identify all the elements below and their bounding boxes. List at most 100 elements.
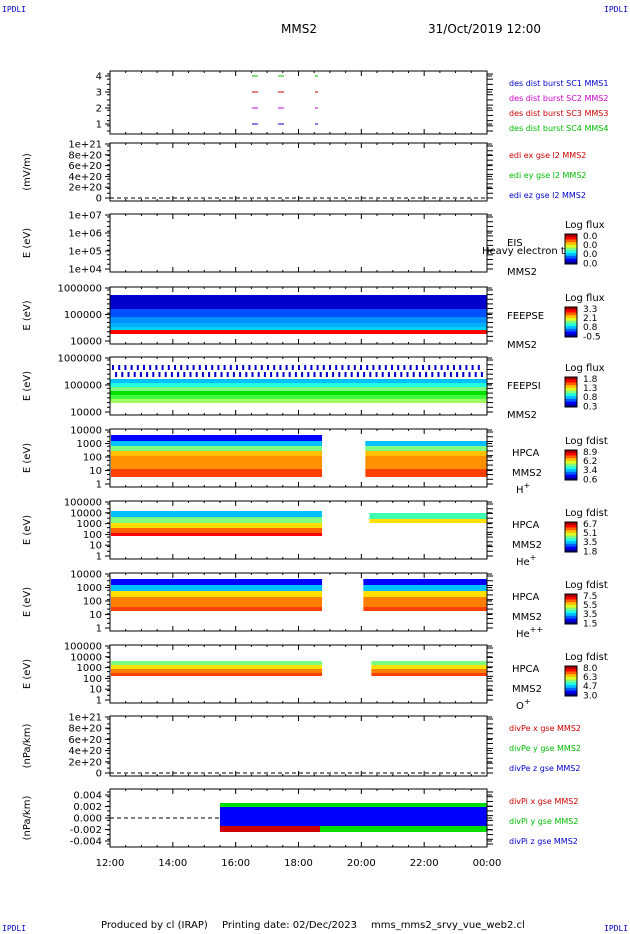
legend-entry: edi ey gse l2 MMS2 [509,171,587,180]
y-axis-label: E (eV) [22,443,33,473]
feepsi-speckle [369,372,372,377]
colorbar-tick-label: 0.3 [583,402,597,412]
y-tick-label: 10000 [70,426,102,437]
colorbar-title: Log fdist [565,580,608,591]
feepsi-speckle [378,365,381,370]
y-tick-label: 1000000 [57,354,102,365]
hpca-he-band [369,513,487,519]
hpca-h-band [111,435,323,441]
colorbar-swatch [565,471,577,476]
feepsi-speckle [273,365,276,370]
feepsi-speckle [347,365,350,370]
colorbar-tick-label: 6.7 [583,520,597,530]
corner-label-bl: IPDLI [2,924,27,933]
feepsi-speckle [180,365,183,370]
colorbar-swatch [565,666,577,670]
hpca-he-band [111,523,323,528]
feepsi-speckle [167,365,170,370]
y-tick-label: 1e+05 [68,247,102,258]
colorbar-tick-label: 1.5 [583,619,597,629]
spacecraft-label: MMS2 [507,410,537,421]
y-tick-label: 8e+20 [68,724,102,735]
y-tick-label: 10000 [70,652,102,663]
feepsi-speckle [434,365,437,370]
feepse-band [110,295,487,309]
y-tick-label: 10000 [70,570,102,581]
feepsi-band [110,383,487,387]
feepsi-speckle [276,372,279,377]
panel-hpca_hepp: 10000 1000 100 10 1 E (eV) HPCA MMS2 He++ Log fdi… [22,570,608,641]
x-tick-label: 22:00 [410,858,439,869]
feepsi-speckle [384,365,387,370]
feepsi-speckle [437,372,440,377]
colorbar-swatch [565,594,577,598]
feepsi-speckle [133,372,136,377]
x-tick-label: 18:00 [284,858,313,869]
colorbar-swatch [565,546,577,550]
feepsi-speckle [366,365,369,370]
colorbar-swatch [565,615,577,620]
colorbar-swatch [565,477,577,481]
panel-feepse: 1000000 100000 10000 E (eV) FEEPSE MMS2 Log fl… [22,284,605,352]
colorbar-swatch [565,618,577,622]
legend-entry: divPe z gse MMS2 [509,764,580,773]
legend-entry: divPe x gse MMS2 [509,724,581,733]
colorbar-swatch [565,404,577,408]
colorbar-swatch [565,379,577,383]
colorbar-title: Log flux [565,293,605,304]
colorbar-tick-label: 8.9 [583,448,598,458]
hpca-o-band [371,665,487,669]
colorbar-swatch [565,377,577,381]
feepsi-speckle [431,372,434,377]
colorbar-title: Log fdist [565,508,608,519]
y-tick-label: 100000 [64,381,102,392]
feepsi-speckle [192,365,195,370]
hpca-he-band [111,517,323,523]
y-tick-label: 0 [96,194,102,205]
spacecraft-label: MMS2 [507,340,537,351]
colorbar-tick-label: -0.5 [583,332,601,342]
colorbar-tick-label: 6.2 [583,457,597,467]
feepsi-speckle [127,372,130,377]
colorbar-swatch [565,604,577,609]
corner-label-tr: IPDLI [604,5,629,14]
feepsi-speckle [136,365,139,370]
y-tick-label: 4e+20 [68,746,102,757]
colorbar-swatch [565,258,577,262]
y-axis-label: E (eV) [22,587,33,617]
feepsi-speckle [316,365,319,370]
y-tick-label: 10000 [70,508,102,519]
colorbar-swatch [565,398,577,403]
feepsi-speckle [325,372,328,377]
colorbar-swatch [565,250,577,254]
y-tick-label: 100000 [64,642,102,653]
y-axis-label: E (eV) [22,228,33,258]
panel-feepsi: 1000000 100000 10000 E (eV) FEEPSI MMS2 Log fl… [22,354,605,422]
hpca-hepp-band [363,585,487,591]
colorbar-swatch [565,390,577,394]
colorbar-frame [564,593,578,625]
feepsi-speckle [130,365,133,370]
y-tick-label: 10 [89,466,102,477]
feepsi-speckle [152,372,155,377]
feepsi-speckle [310,365,313,370]
feepsi-speckle [285,365,288,370]
footer-produced-by: Produced by cl (IRAP) [101,920,208,931]
y-axis-label: E (eV) [22,659,33,689]
feepsi-speckle [205,365,207,370]
y-axis-label: (mV/m) [22,153,33,191]
feepsi-speckle [440,365,443,370]
colorbar-swatch [565,538,577,542]
hpca-he-band [111,511,323,517]
hpca-h-band [365,451,487,456]
y-tick-label: 100 [83,453,102,464]
spacecraft-label: MMS2 [512,684,542,695]
colorbar-swatch [565,312,577,316]
colorbar-swatch [565,385,577,389]
colorbar-tick-label: 0.0 [583,259,598,269]
y-tick-label: 100 [83,674,102,685]
colorbar-tick-label: 1.8 [583,375,598,385]
colorbar-tick-label: 8.0 [583,664,598,674]
y-tick-label: 1e+06 [68,229,102,240]
